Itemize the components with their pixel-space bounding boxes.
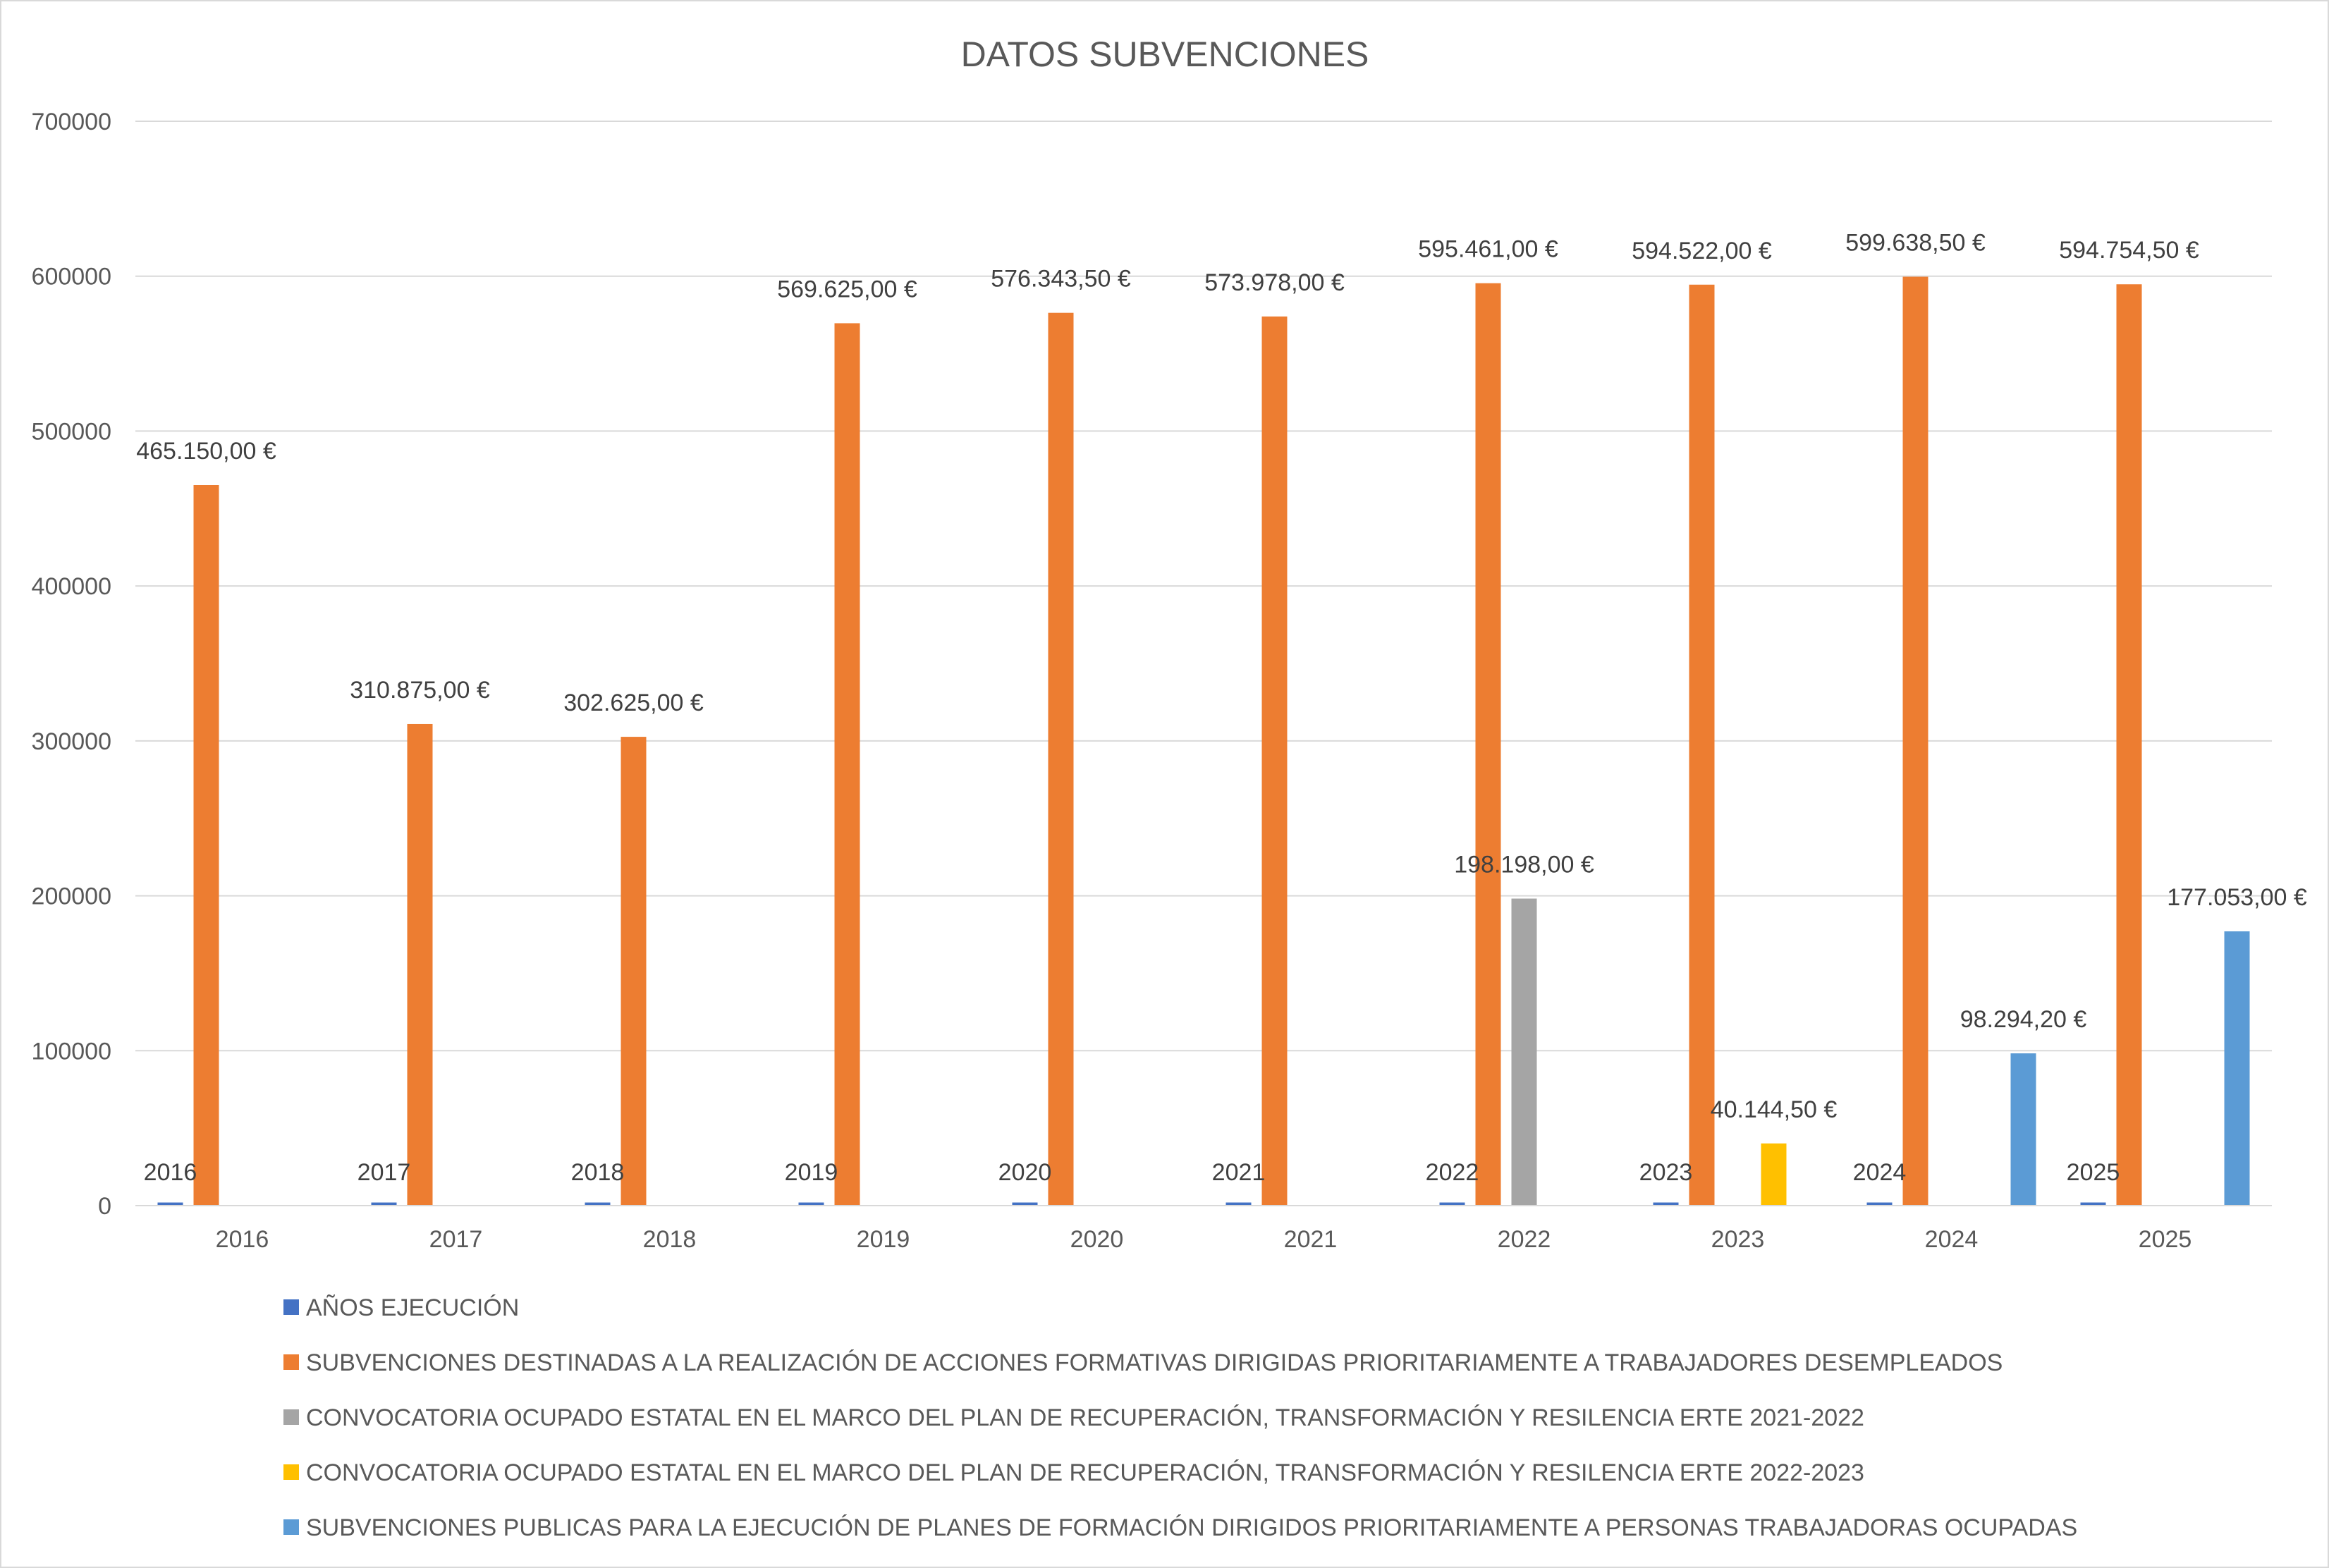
y-tick-label: 700000	[32, 109, 111, 135]
bar	[2116, 284, 2142, 1206]
x-tick-label: 2019	[857, 1226, 910, 1253]
y-tick-label: 400000	[32, 573, 111, 600]
bar	[157, 1202, 183, 1206]
bar	[1689, 284, 1715, 1206]
data-label: 302.625,00 €	[563, 690, 704, 716]
data-label: 2023	[1639, 1159, 1693, 1186]
data-label: 465.150,00 €	[136, 438, 276, 465]
bars	[157, 276, 2250, 1206]
data-label: 569.625,00 €	[777, 276, 917, 302]
data-label: 2017	[357, 1159, 411, 1186]
legend-label: CONVOCATORIA OCUPADO ESTATAL EN EL MARCO…	[306, 1404, 1864, 1431]
x-tick-label: 2018	[643, 1226, 697, 1253]
data-labels: 2016 2017 2018 2019 2020 2021 2022 2023 2024 2025…	[136, 230, 2307, 1186]
bar	[1653, 1202, 1679, 1206]
data-label: 2021	[1212, 1159, 1266, 1186]
x-tick-label: 2017	[429, 1226, 483, 1253]
bar	[2224, 931, 2250, 1206]
bar	[2080, 1202, 2106, 1206]
data-label: 594.754,50 €	[2059, 237, 2199, 264]
x-tick-label: 2021	[1284, 1226, 1338, 1253]
bar	[621, 737, 647, 1206]
legend-swatch	[283, 1464, 299, 1480]
bar	[1439, 1202, 1465, 1206]
x-tick-label: 2025	[2139, 1226, 2192, 1253]
y-tick-label: 600000	[32, 264, 111, 290]
x-tick-label: 2016	[216, 1226, 269, 1253]
x-tick-label: 2022	[1498, 1226, 1551, 1253]
x-tick-label: 2020	[1070, 1226, 1124, 1253]
x-tick-label: 2024	[1925, 1226, 1979, 1253]
data-label: 98.294,20 €	[1960, 1006, 2087, 1033]
bar	[1225, 1202, 1252, 1206]
bar	[1902, 276, 1928, 1206]
x-tick-label: 2023	[1711, 1226, 1765, 1253]
data-label: 2018	[571, 1159, 625, 1186]
data-label: 2020	[998, 1159, 1052, 1186]
y-axis-ticks: 0 100000 200000 300000 400000 500000 600000 700…	[32, 109, 111, 1220]
bar	[1475, 283, 1501, 1206]
legend: AÑOS EJECUCIÓN SUBVENCIONES DESTINADAS A …	[283, 1294, 2077, 1541]
data-label: 198.198,00 €	[1454, 852, 1594, 878]
data-label: 40.144,50 €	[1711, 1096, 1838, 1123]
bar	[193, 484, 219, 1206]
bar	[1048, 312, 1074, 1206]
data-label: 576.343,50 €	[991, 266, 1131, 293]
bar	[834, 323, 860, 1206]
legend-swatch	[283, 1354, 299, 1370]
bar	[1511, 898, 1537, 1206]
data-label: 310.875,00 €	[350, 677, 490, 704]
bar	[2010, 1053, 2036, 1206]
bar	[407, 723, 433, 1206]
bar	[1761, 1143, 1787, 1206]
data-label: 2016	[144, 1159, 197, 1186]
y-tick-label: 200000	[32, 883, 111, 910]
bar	[1261, 316, 1288, 1206]
legend-swatch	[283, 1299, 299, 1315]
bar	[371, 1202, 397, 1206]
bar	[1012, 1202, 1038, 1206]
y-tick-label: 100000	[32, 1038, 111, 1065]
data-label: 2022	[1426, 1159, 1479, 1186]
data-label: 177.053,00 €	[2167, 884, 2307, 911]
legend-swatch	[283, 1519, 299, 1535]
data-label: 595.461,00 €	[1418, 236, 1558, 263]
y-tick-label: 300000	[32, 728, 111, 755]
data-label: 599.638,50 €	[1845, 230, 1986, 257]
bar	[585, 1202, 611, 1206]
y-tick-label: 500000	[32, 418, 111, 445]
y-tick-label: 0	[98, 1193, 111, 1220]
data-label: 2019	[785, 1159, 838, 1186]
x-axis-ticks: 2016 2017 2018 2019 2020 2021 2022 2023 2024 2025	[216, 1226, 2192, 1253]
legend-label: AÑOS EJECUCIÓN	[306, 1294, 519, 1321]
legend-label: SUBVENCIONES DESTINADAS A LA REALIZACIÓN…	[306, 1349, 2003, 1376]
data-label: 573.978,00 €	[1204, 269, 1345, 296]
legend-swatch	[283, 1409, 299, 1425]
bar	[798, 1202, 824, 1206]
bar	[1866, 1202, 1893, 1206]
data-label: 2024	[1853, 1159, 1907, 1186]
legend-label: SUBVENCIONES PUBLICAS PARA LA EJECUCIÓN …	[306, 1514, 2077, 1541]
legend-label: CONVOCATORIA OCUPADO ESTATAL EN EL MARCO…	[306, 1459, 1864, 1486]
data-label: 2025	[2067, 1159, 2120, 1186]
data-label: 594.522,00 €	[1632, 238, 1772, 264]
chart-title: DATOS SUBVENCIONES	[961, 35, 1369, 74]
